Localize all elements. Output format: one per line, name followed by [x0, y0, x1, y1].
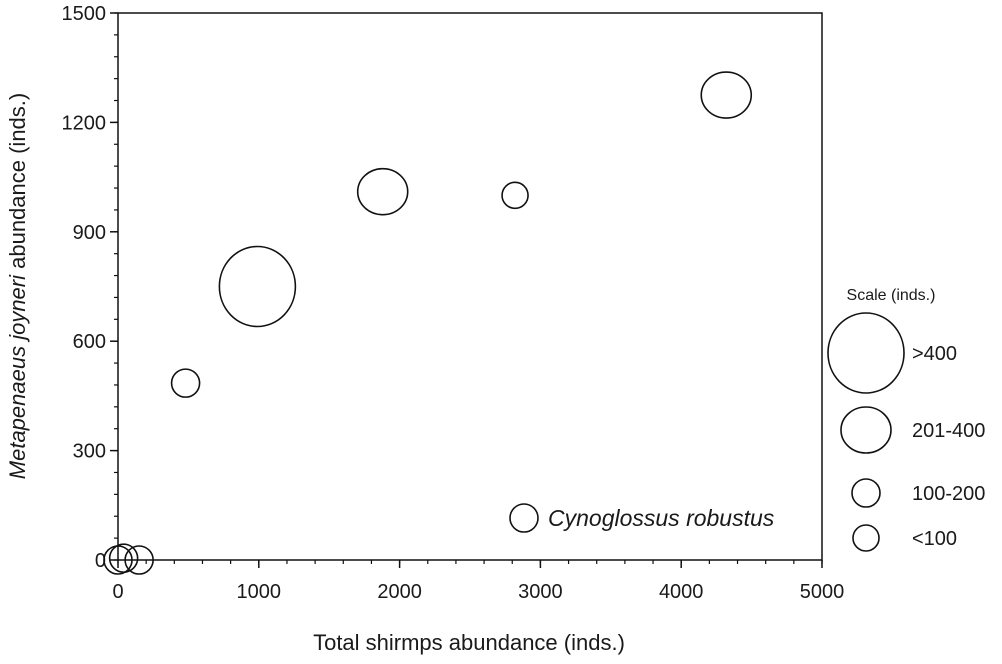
legend-label: 100-200: [912, 483, 985, 505]
y-tick-label: 0: [95, 550, 106, 572]
legend-title: Scale (inds.): [847, 287, 936, 304]
data-bubble: [700, 71, 753, 119]
legend-label: 201-400: [912, 420, 985, 442]
data-bubble: [218, 245, 297, 328]
x-tick-label: 0: [112, 581, 123, 603]
y-axis-title-unit: abundance (inds.): [5, 93, 30, 275]
data-bubble: [356, 167, 409, 216]
data-bubble: [124, 545, 154, 575]
species-marker: [509, 503, 539, 533]
x-tick-label: 3000: [518, 581, 563, 603]
legend-bubble: [840, 406, 892, 454]
data-bubble: [501, 181, 529, 210]
data-bubble: [170, 368, 201, 398]
x-tick-label: 4000: [659, 581, 704, 603]
legend-bubble: [852, 524, 880, 552]
x-tick-label: 1000: [237, 581, 282, 603]
species-annotation: Cynoglossus robustus: [509, 503, 775, 533]
x-tick-label: 5000: [800, 581, 845, 603]
legend-label: <100: [912, 528, 957, 550]
y-tick-label: 1500: [62, 3, 107, 25]
x-axis-title: Total shirmps abundance (inds.): [313, 630, 625, 655]
plot-frame: [117, 12, 823, 561]
axis-ticks: 0 1000 2000 3000 4000 5000 0 300 600 900 1200 1500: [62, 3, 845, 603]
x-tick-label: 2000: [377, 581, 422, 603]
y-tick-label: 300: [73, 441, 106, 463]
data-bubbles: [103, 71, 753, 575]
data-bubble: [108, 543, 139, 573]
legend: Scale (inds.) >400 201-400 100-200 <100: [827, 287, 985, 552]
plot-area: [117, 12, 823, 561]
y-axis-title-species: Metapenaeus joyneri: [5, 274, 30, 479]
legend-label: >400: [912, 343, 957, 365]
y-tick-label: 900: [73, 222, 106, 244]
legend-bubble: [827, 312, 905, 394]
y-tick-label: 1200: [62, 112, 107, 134]
y-axis-title: Metapenaeus joyneri abundance (inds.): [5, 93, 30, 479]
species-label: Cynoglossus robustus: [548, 505, 775, 531]
legend-bubble: [851, 478, 881, 508]
y-tick-label: 600: [73, 331, 106, 353]
